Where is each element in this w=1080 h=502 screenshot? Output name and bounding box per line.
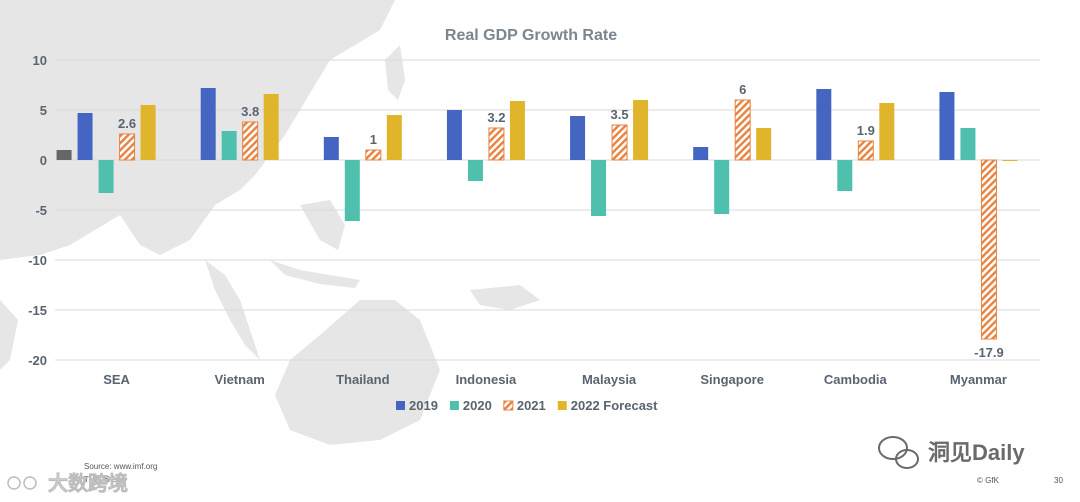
watermark-logo-icon xyxy=(7,476,37,490)
watermark-right: 洞见Daily xyxy=(928,440,1025,465)
y-tick-label: -15 xyxy=(28,303,47,318)
source-countries: THA, SEA xyxy=(84,475,121,484)
legend-label-2021: 2021 xyxy=(517,398,546,413)
bar-2021-vietnam xyxy=(242,121,259,161)
legend-label-2020: 2020 xyxy=(463,398,492,413)
legend-label-2022-forecast: 2022 Forecast xyxy=(571,398,658,413)
category-label-myanmar: Myanmar xyxy=(950,372,1007,387)
chart-title: Real GDP Growth Rate xyxy=(445,27,617,44)
data-label-sea: 2.6 xyxy=(118,116,136,131)
legend: 2019 2020 2021 2022 Forecast xyxy=(396,398,658,413)
category-label-cambodia: Cambodia xyxy=(824,372,888,387)
page-number: 30 xyxy=(1054,476,1063,485)
copyright: © GfK xyxy=(977,476,1000,485)
bar-2021-cambodia xyxy=(857,140,874,161)
category-label-sea: SEA xyxy=(103,372,130,387)
legend-label-2019: 2019 xyxy=(409,398,438,413)
bar-2019-cambodia xyxy=(816,89,832,160)
data-labels: 2.6 3.8 1 3.2 3.5 6 1.9 -17.9 xyxy=(118,82,1004,360)
bar-2019-singapore xyxy=(693,147,709,160)
bar-2020-thailand xyxy=(344,160,360,221)
data-label-vietnam: 3.8 xyxy=(241,104,259,119)
bar-2020-indonesia xyxy=(467,160,483,181)
bar-2022-forecast-singapore xyxy=(756,128,772,160)
data-label-indonesia: 3.2 xyxy=(487,110,505,125)
bar-2021-singapore xyxy=(734,99,751,161)
y-tick-label: -5 xyxy=(35,203,47,218)
data-label-cambodia: 1.9 xyxy=(857,123,875,138)
bar-2022-forecast-malaysia xyxy=(633,100,649,160)
y-tick-label: 5 xyxy=(40,103,47,118)
y-tick-label: -20 xyxy=(28,353,47,368)
bar-2020-singapore xyxy=(714,160,730,214)
bar-2020-vietnam xyxy=(221,131,237,160)
watermark-left: 大数跨境 xyxy=(48,471,128,495)
y-tick-label: 0 xyxy=(40,153,47,168)
bar-2022-forecast-sea xyxy=(140,105,156,160)
wechat-icon xyxy=(878,436,919,469)
bar-extra-sea xyxy=(56,150,72,160)
category-label-singapore: Singapore xyxy=(700,372,764,387)
legend-swatch-2021 xyxy=(503,400,514,411)
legend-swatch-2020 xyxy=(449,401,459,410)
legend-swatch-2019 xyxy=(396,401,405,410)
bar-2021-sea xyxy=(119,133,136,161)
y-tick-label: -10 xyxy=(28,253,47,268)
bar-2020-malaysia xyxy=(591,160,607,216)
bar-2019-malaysia xyxy=(570,116,586,160)
bar-2019-thailand xyxy=(323,137,339,160)
bar-2022-forecast-cambodia xyxy=(879,103,895,160)
legend-swatch-2022-forecast xyxy=(557,401,567,410)
bar-2020-cambodia xyxy=(837,160,853,191)
bar-2022-forecast-myanmar xyxy=(1002,160,1018,161)
source-text: Source: www.imf.org xyxy=(84,462,157,471)
gridlines xyxy=(55,59,1040,361)
bars xyxy=(56,88,1018,340)
bar-2019-myanmar xyxy=(939,92,955,160)
bar-2019-indonesia xyxy=(446,110,462,160)
bar-2020-myanmar xyxy=(960,128,976,160)
bar-2019-sea xyxy=(77,113,93,160)
bar-2021-thailand xyxy=(365,149,382,161)
category-label-vietnam: Vietnam xyxy=(215,372,265,387)
category-label-indonesia: Indonesia xyxy=(456,372,517,387)
data-label-thailand: 1 xyxy=(370,132,377,147)
y-tick-label: 10 xyxy=(33,53,47,68)
bar-2020-sea xyxy=(98,160,114,193)
data-label-myanmar: -17.9 xyxy=(974,345,1004,360)
y-axis-ticks: 10 5 0 -5 -10 -15 -20 xyxy=(28,53,47,368)
bar-2022-forecast-indonesia xyxy=(509,101,525,160)
category-label-thailand: Thailand xyxy=(336,372,390,387)
data-label-singapore: 6 xyxy=(739,82,746,97)
bar-2021-malaysia xyxy=(611,124,628,161)
bar-2021-indonesia xyxy=(488,127,505,161)
x-axis-categories: SEA Vietnam Thailand Indonesia Malaysia Singa… xyxy=(103,372,1007,387)
bar-2022-forecast-vietnam xyxy=(263,94,279,160)
bar-2022-forecast-thailand xyxy=(386,115,402,160)
bar-2021-myanmar xyxy=(980,159,997,340)
category-label-malaysia: Malaysia xyxy=(582,372,637,387)
bar-2019-vietnam xyxy=(200,88,216,160)
data-label-malaysia: 3.5 xyxy=(611,107,629,122)
